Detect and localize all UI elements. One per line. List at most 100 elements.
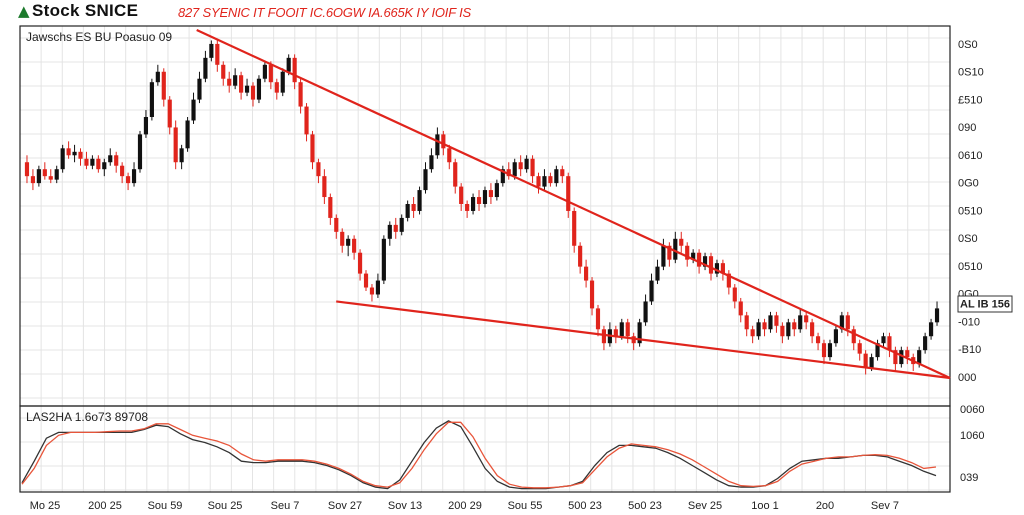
candle-body [750, 329, 755, 337]
candle-body [899, 350, 904, 365]
candle-body [42, 169, 47, 177]
candle-body [780, 325, 785, 337]
candle-body [923, 336, 928, 351]
price-tick-label: 0610 [958, 150, 982, 162]
trendline-lower [336, 300, 951, 380]
candle-body [857, 343, 862, 354]
ticker-text: 827 SYENIC IT FOOIT IC.6OGW IA.665K IY I… [178, 5, 472, 20]
candle-body [774, 315, 779, 326]
candle-body [197, 78, 202, 100]
candle-body [827, 343, 833, 358]
candle-body [250, 85, 256, 100]
candle-body [268, 64, 273, 83]
candle-body [459, 186, 464, 204]
candle-body [714, 263, 720, 274]
candle-body [851, 329, 856, 344]
price-axis: 0S00S10£51009006100G005100S005100G0-010-… [958, 39, 984, 384]
price-tick-label: 0S10 [958, 67, 984, 79]
candle-body [738, 301, 743, 316]
time-axis: Mo 25 200 25 Sou 59 Sou 25 Seu 7 Sov 27 Sov 13… [30, 500, 899, 512]
candle-body [762, 322, 767, 330]
candle-body [78, 151, 83, 159]
oscillator [21, 420, 937, 490]
candle-body [863, 353, 868, 368]
candle-body [256, 78, 262, 100]
oscillator-tick-label: 039 [960, 472, 978, 484]
candle-body [798, 315, 803, 330]
candle-body [84, 158, 89, 166]
oscillator-panel-frame [19, 405, 951, 493]
candle-body [732, 287, 737, 302]
candle-body [316, 162, 321, 177]
candle-body [66, 148, 71, 156]
candle-body [393, 224, 398, 232]
candle-body [619, 322, 624, 337]
candle-body [601, 329, 607, 344]
trendlines [196, 29, 951, 380]
chart-header: ▲ Stock SNICE 827 SYENIC IT FOOIT IC.6OG… [0, 0, 1024, 24]
candle-body [30, 176, 36, 184]
candle-body [518, 162, 523, 170]
candle-body [126, 176, 131, 184]
candle-body [934, 308, 940, 323]
candle-body [429, 155, 434, 170]
oscillator-axis: 0060 1060 039 [960, 404, 984, 484]
candle-body [869, 357, 874, 368]
candle-body [506, 169, 511, 177]
price-tick-label: -B10 [958, 344, 981, 356]
candle-body [482, 190, 488, 204]
candle-body [334, 217, 339, 232]
candle-body [173, 127, 178, 163]
candle-body [24, 162, 30, 177]
candles [24, 40, 940, 375]
candle-body [185, 120, 190, 149]
time-tick-label: 200 25 [88, 500, 122, 512]
candle-body [167, 99, 172, 128]
price-tick-label: 0S0 [958, 233, 978, 245]
candle-body [447, 148, 452, 163]
time-tick-label: 5o0 23 [628, 500, 662, 512]
candle-body [149, 82, 154, 117]
oscillator-line-2 [21, 421, 937, 489]
time-tick-label: 500 23 [568, 500, 602, 512]
candle-body [322, 176, 327, 198]
candle-body [209, 43, 214, 58]
candle-body [744, 315, 749, 330]
price-tick-label: 0G0 [958, 178, 979, 190]
candle-body [595, 308, 601, 330]
candle-body [589, 280, 595, 309]
candle-body [542, 176, 547, 187]
candle-body [804, 315, 809, 323]
price-tick-label: -010 [958, 316, 980, 328]
candle-body [887, 336, 892, 351]
candle-body [298, 82, 303, 107]
candle-body [917, 350, 922, 365]
candle-body [470, 197, 476, 211]
time-tick-label: Sev 25 [688, 500, 722, 512]
candle-body [108, 155, 113, 163]
candle-body [215, 43, 220, 65]
candle-body [631, 336, 636, 344]
candle-body [821, 343, 827, 358]
grid [20, 26, 950, 492]
candle-body [893, 350, 898, 365]
candle-body [310, 134, 315, 163]
candle-body [810, 322, 815, 337]
candle-body [352, 238, 357, 253]
price-tick-label: 0510 [958, 205, 982, 217]
candle-body [661, 245, 666, 267]
candle-body [120, 165, 125, 177]
candle-body [536, 176, 541, 187]
time-tick-label: Sov 13 [388, 500, 422, 512]
candle-body [875, 343, 880, 358]
candle-body [304, 106, 309, 135]
candle-body [524, 158, 529, 170]
time-tick-label: Sou 25 [208, 500, 243, 512]
candle-body [137, 134, 143, 170]
time-tick-label: Sou 55 [508, 500, 543, 512]
candle-body [720, 263, 725, 274]
current-price-tag: AL IB 156 [957, 295, 1013, 313]
candle-body [649, 280, 654, 302]
candle-body [387, 224, 392, 239]
